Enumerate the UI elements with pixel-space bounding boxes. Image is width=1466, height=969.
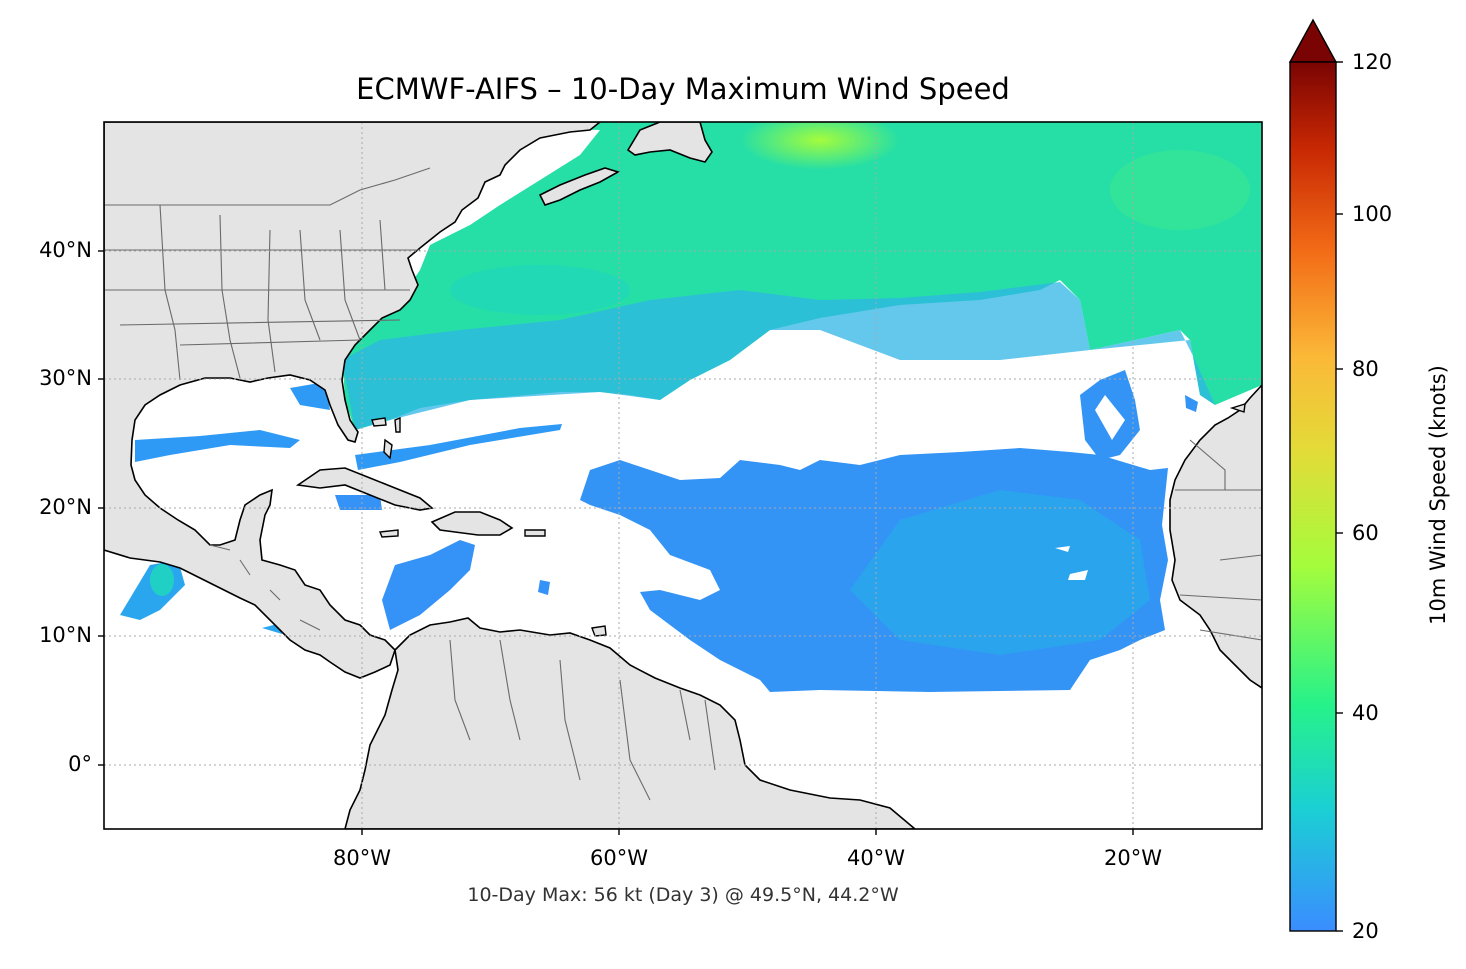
lat-label: 20°N [39, 495, 92, 519]
colorbar-title: 10m Wind Speed (knots) [1426, 365, 1450, 625]
map-frame [103, 121, 1263, 830]
colorbar-tick-label: 60 [1352, 521, 1379, 545]
lon-label: 20°W [1104, 846, 1162, 870]
lat-label: 40°N [39, 238, 92, 262]
wind-band-gulf [135, 382, 330, 462]
gridlines [104, 122, 1262, 829]
colorbar [1289, 61, 1337, 932]
colorbar-tick-label: 120 [1352, 50, 1393, 74]
land-africa [1169, 383, 1262, 689]
map-plot-area [104, 122, 1262, 829]
calm-gap [1055, 546, 1088, 580]
wind-highlight [1110, 150, 1250, 230]
axis-ticks [98, 250, 1134, 835]
max-wind-footnote: 10-Day Max: 56 kt (Day 3) @ 49.5°N, 44.2… [467, 884, 899, 906]
wind-patch-core [150, 564, 174, 596]
lat-label: 30°N [39, 366, 92, 390]
land-trinidad [591, 625, 607, 637]
wind-band-straits [355, 424, 562, 470]
lat-label: 0° [68, 752, 92, 776]
land-north-america [104, 122, 602, 679]
land-newfoundland [626, 122, 713, 163]
wind-islet-east [1080, 370, 1198, 460]
lat-label: 10°N [39, 623, 92, 647]
political-borders [104, 167, 1262, 801]
colorbar-tick-label: 40 [1352, 701, 1379, 725]
colorbar-extend-arrow [1288, 18, 1338, 63]
map-title: ECMWF-AIFS – 10-Day Maximum Wind Speed [356, 72, 1010, 106]
land-hispaniola [430, 511, 514, 536]
colorbar-tick-label: 80 [1352, 357, 1379, 381]
calm-zone-east [1095, 395, 1125, 440]
land-cuba [295, 467, 434, 511]
colorbar-tick-label: 20 [1352, 919, 1379, 943]
lon-label: 80°W [333, 846, 391, 870]
lon-label: 40°W [847, 846, 905, 870]
land-canary [1229, 403, 1246, 413]
wind-field-tropics [580, 448, 1168, 692]
colorbar-ticks [1336, 61, 1343, 932]
colorbar-tick-label: 100 [1352, 202, 1393, 226]
wind-field-north-blue [342, 282, 1215, 430]
land-nova-scotia [538, 167, 621, 206]
wind-patch-caribbean [335, 495, 550, 630]
lon-label: 60°W [590, 846, 648, 870]
wind-field-tropics-glow [850, 490, 1150, 655]
max-wind-core [740, 122, 900, 170]
wind-shade [450, 265, 630, 315]
land-small-islands [371, 416, 546, 538]
